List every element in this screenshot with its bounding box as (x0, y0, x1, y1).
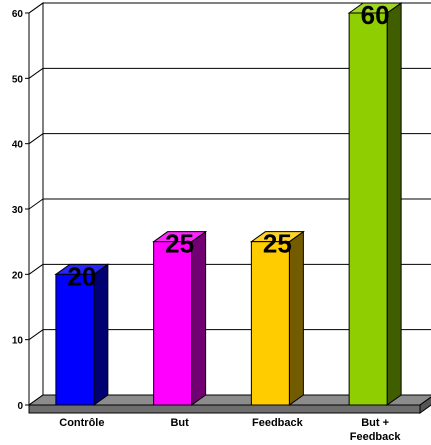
side-gridline-40 (28, 133, 44, 145)
side-gridline-50 (28, 67, 44, 79)
side-gridline-10 (28, 329, 44, 341)
bar-side-but-feedback (386, 2, 402, 406)
bar-contr-le (55, 273, 95, 406)
side-gridline-30 (28, 198, 44, 210)
bar-but-feedback (348, 12, 388, 406)
x-tick-label-but-feedback-line-2: Feedback (350, 431, 402, 443)
y-tick-label-40: 40 (12, 140, 24, 151)
side-gridline-60 (28, 2, 44, 14)
y-tick-label-60: 60 (12, 9, 24, 20)
x-tick-label-contr-le: Contrôle (59, 417, 104, 429)
y-tick-label-0: 0 (17, 401, 23, 412)
floor-side (419, 396, 431, 414)
bar-feedback (250, 241, 290, 406)
y-tick-label-50: 50 (12, 74, 24, 85)
data-label-but-feedback: 60 (361, 0, 390, 30)
x-tick-label-but: But (170, 417, 189, 429)
data-label-but: 25 (165, 229, 194, 259)
y-tick-label-20: 20 (12, 270, 24, 281)
floor-front (28, 404, 421, 414)
data-label-contr-le: 20 (67, 261, 96, 291)
y-tick-label-10: 10 (12, 336, 24, 347)
side-gridline-20 (28, 263, 44, 275)
x-tick-label-feedback: Feedback (252, 417, 304, 429)
data-label-feedback: 25 (263, 229, 292, 259)
y-tick-label-30: 30 (12, 205, 24, 216)
x-tick-label-but-feedback-line-1: But + (361, 417, 389, 429)
bar-but (153, 241, 193, 406)
